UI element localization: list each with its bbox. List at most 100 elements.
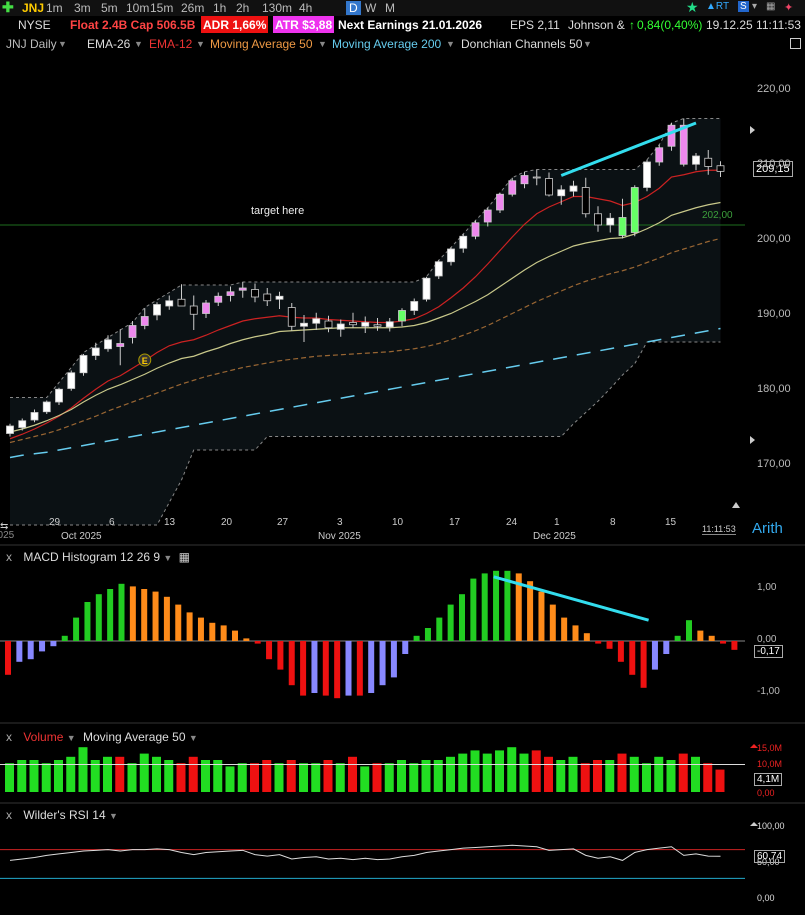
favorite-star-icon[interactable]: ★	[686, 0, 699, 15]
candle	[177, 298, 186, 307]
tab-timeframe-130m[interactable]: 130m	[262, 1, 293, 15]
volume-bar	[384, 763, 394, 792]
macd-bar	[288, 641, 295, 686]
tab-timeframe-4h[interactable]: 4h	[299, 1, 313, 15]
chevron-down-icon[interactable]: ▼	[196, 39, 205, 49]
macd-bar	[697, 630, 704, 641]
price-tick-label: 220,00	[757, 83, 791, 95]
ma50-label[interactable]: Moving Average 50	[210, 37, 313, 51]
ma200-label[interactable]: Moving Average 200	[332, 37, 442, 51]
macd-bar	[674, 635, 681, 641]
candle	[202, 302, 210, 314]
price-tick-label: 170,00	[757, 458, 791, 470]
settings-icon[interactable]: S	[738, 1, 749, 12]
tab-timeframe-1h[interactable]: 1h	[213, 1, 227, 15]
chevron-down-icon[interactable]: ▼	[109, 811, 118, 821]
volume-header: x Volume ▼ Moving Average 50 ▼	[6, 730, 198, 744]
volume-bar	[580, 763, 590, 792]
time-tick-label: 1	[554, 517, 560, 528]
close-icon[interactable]: x	[6, 808, 12, 822]
tab-timeframe-26m[interactable]: 26m	[181, 1, 205, 15]
macd-bar	[459, 594, 465, 641]
close-icon[interactable]: x	[6, 550, 12, 564]
pin-icon[interactable]: ✦	[784, 2, 794, 14]
ema26-label[interactable]: EMA-26	[87, 37, 131, 51]
macd-bar	[345, 641, 352, 696]
tab-timeframe-15m[interactable]: 15m	[150, 1, 174, 15]
volume-bar	[715, 769, 725, 792]
macd-bar	[617, 641, 624, 662]
tab-timeframe-M[interactable]: M	[385, 1, 395, 15]
volume-bar	[397, 760, 406, 792]
realtime-icon[interactable]: ▲RT	[706, 1, 730, 12]
macd-bar	[493, 570, 500, 641]
volume-bar	[78, 747, 88, 792]
menu-icon[interactable]: ▾	[752, 1, 758, 12]
macd-bar	[334, 641, 341, 699]
candle	[667, 124, 676, 147]
close-icon[interactable]: x	[6, 730, 12, 744]
tab-timeframe-10m[interactable]: 10m	[126, 1, 150, 15]
tab-timeframe-2h[interactable]: 2h	[236, 1, 250, 15]
donchian-label[interactable]: Donchian Channels 50	[461, 37, 583, 51]
time-label: 11:11:53	[702, 524, 736, 535]
time-tick-label: Oct 2025	[61, 531, 102, 542]
candle	[581, 187, 590, 215]
macd-title[interactable]: MACD Histogram 12 26 9	[23, 550, 161, 564]
candle	[594, 213, 602, 226]
volume-bar	[90, 760, 100, 792]
chevron-down-icon[interactable]: ▼	[446, 39, 455, 49]
volume-bar	[470, 750, 480, 792]
price-trendline	[560, 121, 697, 177]
tab-timeframe-3m[interactable]: 3m	[74, 1, 91, 15]
macd-bar	[277, 641, 284, 670]
scroll-icon[interactable]: ⇆	[0, 521, 9, 532]
volume-bar	[605, 760, 615, 792]
chevron-down-icon[interactable]: ▼	[318, 39, 327, 49]
chevron-down-icon[interactable]: ▼	[58, 39, 67, 49]
volume-bar	[409, 763, 419, 792]
donchian-lower-line	[10, 341, 721, 526]
macd-tick-label: 0,00	[757, 634, 777, 645]
chevron-down-icon[interactable]: ▼	[134, 39, 143, 49]
chevron-down-icon[interactable]: ▼	[583, 39, 592, 49]
windows-icon[interactable]: ▦	[766, 1, 776, 12]
macd-bar	[504, 570, 511, 641]
rsi-title[interactable]: Wilder's RSI 14	[23, 808, 106, 822]
macd-bar	[175, 604, 182, 641]
macd-bar	[5, 641, 11, 675]
volume-bar	[139, 753, 149, 792]
candle	[238, 287, 247, 291]
chevron-down-icon[interactable]: ▼	[188, 733, 198, 743]
maximize-icon[interactable]	[790, 38, 801, 49]
volume-ma-label[interactable]: Moving Average 50	[82, 730, 186, 744]
volume-bar	[152, 756, 161, 792]
macd-bar	[606, 641, 613, 649]
chevron-down-icon[interactable]: ▼	[163, 553, 173, 563]
tab-timeframe-W[interactable]: W	[365, 1, 377, 15]
chevron-down-icon[interactable]: ▼	[66, 733, 76, 743]
chart-name-label[interactable]: JNJ Daily	[6, 37, 57, 51]
volume-bar	[458, 753, 468, 792]
tab-timeframe-1m[interactable]: 1m	[46, 1, 63, 15]
candle	[226, 291, 235, 296]
axis-arrow-icon	[732, 502, 740, 508]
symbol-label[interactable]: JNJ	[22, 1, 45, 15]
grid-icon[interactable]: ▦	[178, 550, 191, 564]
ema12-label[interactable]: EMA-12	[149, 37, 193, 51]
volume-bar	[250, 763, 259, 792]
volume-bar	[201, 760, 210, 792]
volume-title[interactable]: Volume	[23, 730, 64, 744]
tab-timeframe-5m[interactable]: 5m	[101, 1, 118, 15]
scale-mode-button[interactable]: Arith	[752, 520, 783, 537]
volume-bar	[556, 760, 566, 792]
tab-timeframe-D[interactable]: D	[346, 1, 361, 15]
macd-header: x MACD Histogram 12 26 9 ▼ ▦	[6, 550, 190, 564]
candle	[471, 222, 480, 237]
volume-bar	[323, 760, 333, 792]
candle	[300, 322, 308, 327]
add-symbol-icon[interactable]: ✚	[2, 0, 14, 15]
macd-bar	[583, 633, 590, 641]
top-toolbar: ✚ JNJ 1m 3m 5m 10m 15m 26m 1h 2h 130m 4h D W M ★ ▲RT…	[0, 0, 805, 16]
